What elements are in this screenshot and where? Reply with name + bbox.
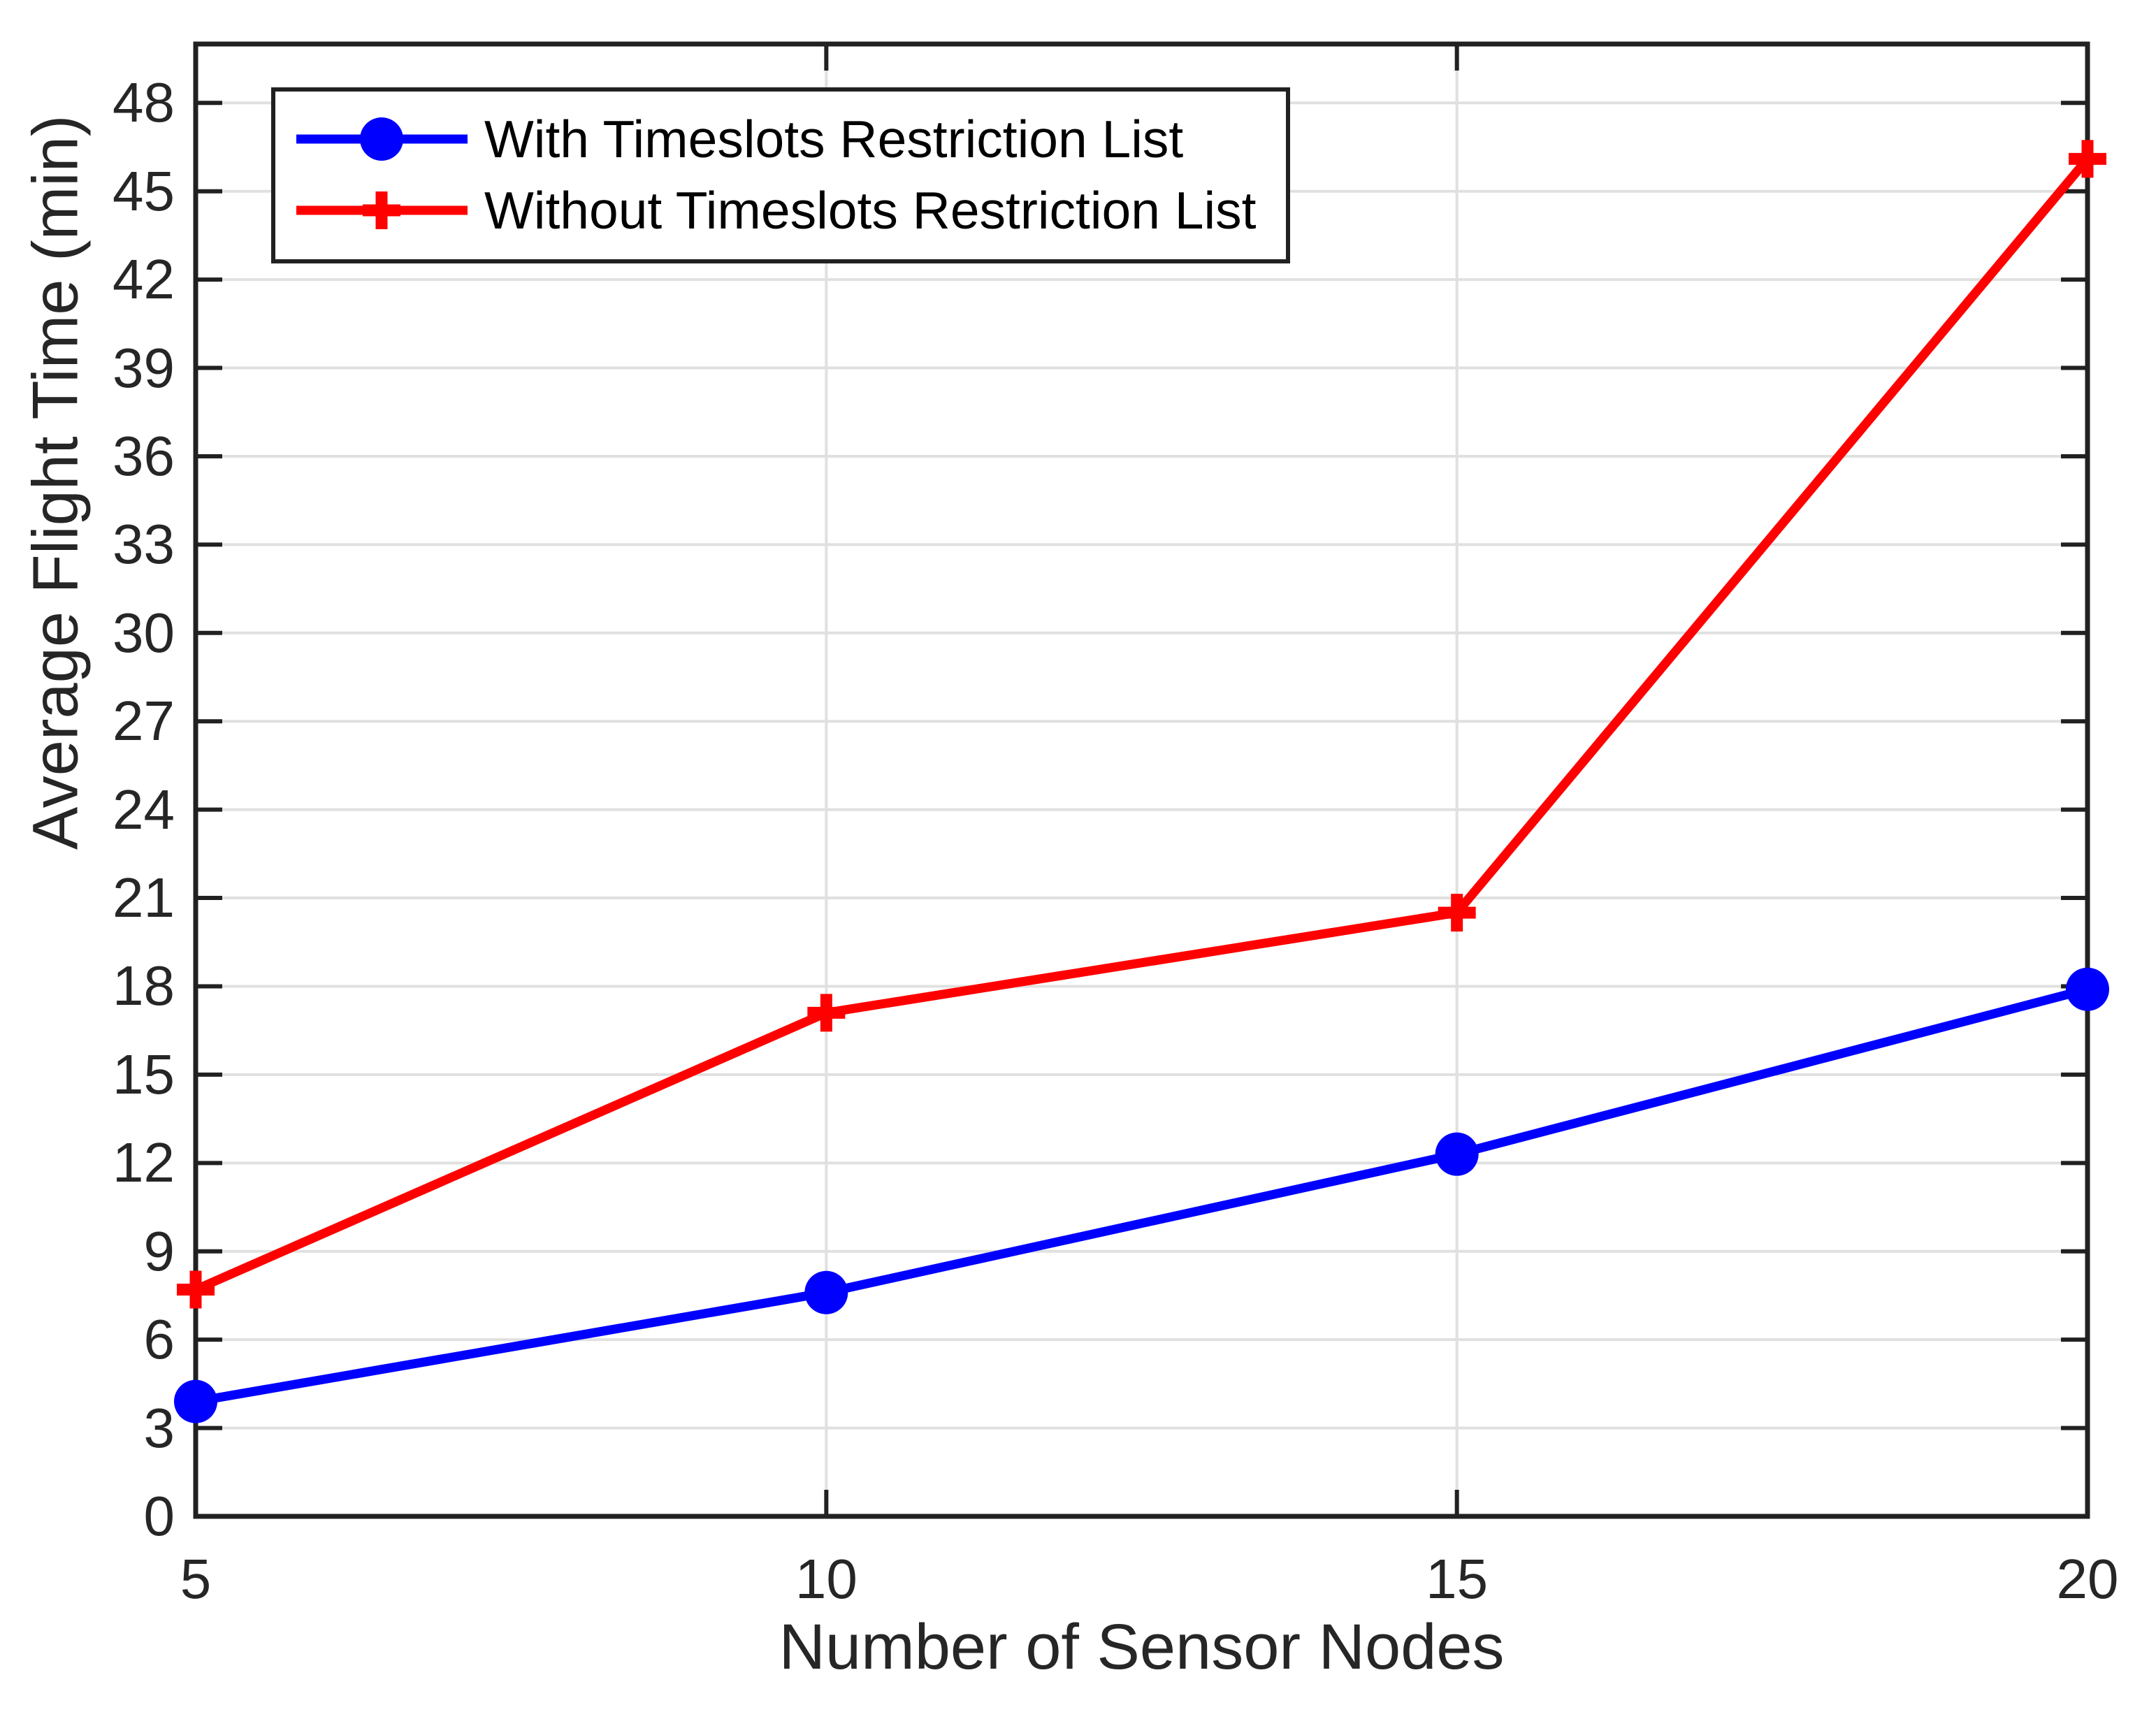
y-tick-label: 0 [143,1485,175,1547]
y-tick-label: 21 [113,866,175,929]
data-point-marker [2069,140,2106,178]
axes-frame [193,41,2090,1519]
legend-row-without: Without Timeslots Restriction List [296,180,1257,241]
legend-sample-line-plus [296,191,468,229]
x-tick-label: 5 [180,1548,212,1610]
x-tick-label: 10 [795,1548,858,1610]
y-tick-label: 6 [143,1308,175,1371]
x-tick-label: 15 [1426,1548,1489,1610]
y-tick-label: 9 [143,1219,175,1282]
data-series-line [194,985,2089,1407]
data-point-marker [2066,967,2109,1011]
legend: With Timeslots Restriction List Without … [271,87,1290,263]
y-tick-label: 3 [143,1396,175,1459]
x-axis-label-text: Number of Sensor Nodes [779,1611,1505,1683]
y-tick-label: 18 [113,955,175,1017]
x-axis-label: Number of Sensor Nodes [196,1611,2088,1684]
data-point-marker [1438,894,1476,932]
y-tick-label: 30 [113,601,175,664]
y-tick-label: 45 [113,159,175,222]
data-point-marker [174,1379,217,1423]
y-tick-label: 39 [113,336,175,399]
legend-label-without: Without Timeslots Restriction List [484,181,1257,240]
y-tick-label: 27 [113,690,175,753]
legend-label-with: With Timeslots Restriction List [484,110,1184,168]
plot-area: With Timeslots Restriction List Without … [174,41,2109,1519]
y-tick-label: 12 [113,1131,175,1194]
data-point-marker [807,994,846,1032]
legend-row-with: With Timeslots Restriction List [296,108,1257,170]
data-point-marker [177,1270,215,1309]
legend-sample-line-circle [296,117,468,161]
x-tick-label: 20 [2056,1548,2119,1610]
data-point-marker [1435,1132,1479,1176]
y-tick-label: 48 [113,71,175,134]
chart-svg [174,41,2109,1519]
y-tick-label: 15 [113,1043,175,1105]
data-point-marker [804,1270,848,1314]
y-tick-label: 36 [113,424,175,487]
y-tick-label: 42 [113,248,175,311]
y-tick-label: 24 [113,778,175,841]
y-tick-label: 33 [113,513,175,576]
data-series-line [194,156,2091,1294]
